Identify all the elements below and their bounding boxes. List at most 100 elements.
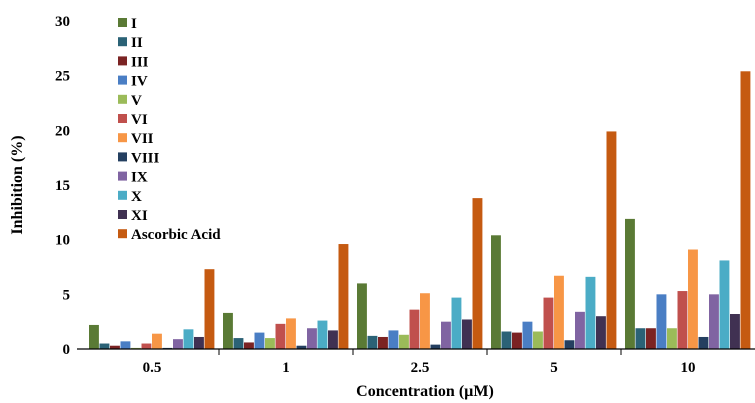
bar — [286, 318, 296, 349]
legend-label: I — [131, 16, 137, 32]
bar — [223, 312, 233, 349]
bar — [625, 218, 635, 349]
x-tick-label: 1 — [282, 360, 290, 376]
bar — [730, 314, 740, 349]
legend-swatch — [118, 56, 127, 66]
bar — [152, 333, 162, 349]
x-tick-label: 10 — [681, 360, 696, 376]
bar — [141, 343, 152, 349]
y-tick-label: 10 — [55, 233, 70, 249]
bar — [533, 331, 543, 349]
bar — [183, 329, 194, 349]
x-tick-layer: 0.5 1 2.5 5 10 — [143, 349, 696, 376]
legend-label: VI — [131, 112, 148, 128]
legend-label: IX — [131, 170, 148, 186]
bar — [472, 198, 483, 349]
y-tick-label: 20 — [55, 123, 70, 139]
bar — [667, 328, 677, 349]
bar — [719, 260, 730, 349]
bar — [99, 343, 110, 349]
bar — [441, 321, 451, 349]
bar — [204, 269, 215, 349]
legend-swatch — [118, 229, 127, 239]
bar — [317, 320, 328, 349]
bar — [233, 338, 244, 349]
bar — [635, 328, 646, 349]
bar — [656, 294, 667, 349]
bar — [462, 319, 472, 349]
bar — [120, 341, 131, 349]
bar — [367, 335, 378, 349]
legend-label: IV — [131, 74, 148, 90]
bar — [378, 336, 388, 349]
bar — [307, 328, 317, 349]
bar — [688, 249, 698, 349]
legend-label: VII — [131, 131, 154, 147]
legend-swatch — [118, 152, 127, 162]
bar — [275, 323, 286, 349]
legend-swatch — [118, 190, 127, 200]
legend-swatch — [118, 210, 127, 219]
legend-label: Ascorbic Acid — [131, 227, 221, 243]
x-tick-label: 5 — [550, 360, 558, 376]
legend-label: XI — [131, 208, 148, 224]
bar — [328, 330, 338, 349]
bar — [451, 297, 462, 349]
y-tick-label: 15 — [55, 178, 70, 194]
y-tick-label: 25 — [55, 69, 70, 85]
legend-swatch — [118, 133, 127, 143]
bar — [585, 276, 596, 349]
bar — [512, 332, 522, 349]
bar — [677, 291, 688, 349]
x-tick-label: 2.5 — [411, 360, 430, 376]
bar — [491, 235, 501, 349]
legend-swatch — [118, 114, 127, 123]
bar — [543, 297, 554, 349]
legend-swatch — [118, 171, 127, 181]
bar — [388, 330, 399, 349]
legend-swatch — [118, 75, 127, 85]
legend-swatch — [118, 37, 127, 47]
bar — [522, 321, 533, 349]
bar — [430, 344, 441, 349]
bar — [265, 338, 275, 349]
bar — [296, 345, 307, 349]
legend-label: III — [131, 54, 149, 70]
bar — [254, 332, 265, 349]
legend-label: II — [131, 35, 143, 51]
bar — [606, 131, 617, 349]
y-tick-label: 30 — [55, 14, 70, 30]
bar — [89, 324, 99, 349]
x-tick-label: 0.5 — [143, 360, 162, 376]
y-tick-label: 0 — [63, 342, 71, 358]
bar — [698, 336, 709, 349]
y-tick-layer: 0 5 10 15 20 25 30 — [55, 14, 70, 358]
y-axis-title: Inhibition (%) — [9, 135, 26, 234]
bar — [194, 336, 204, 349]
bar — [554, 275, 564, 349]
x-axis-title: Concentration (µM) — [356, 383, 494, 400]
bar — [399, 334, 409, 349]
bar — [338, 244, 349, 349]
bar — [409, 309, 420, 349]
bar — [420, 293, 430, 349]
bar — [575, 311, 585, 349]
legend-swatch — [118, 18, 127, 27]
legend-label: X — [131, 189, 142, 205]
bar — [244, 342, 254, 349]
legend-swatch — [118, 94, 127, 104]
legend-label: V — [131, 93, 142, 109]
bar — [501, 331, 512, 349]
bar — [564, 340, 575, 349]
bar — [110, 345, 120, 349]
bar — [740, 71, 751, 349]
bar — [173, 339, 183, 349]
y-tick-label: 5 — [63, 287, 71, 303]
bar — [646, 328, 656, 349]
bar-layer — [89, 71, 751, 349]
bar — [357, 283, 367, 349]
legend-label: VIII — [131, 150, 160, 166]
bar — [596, 316, 606, 349]
